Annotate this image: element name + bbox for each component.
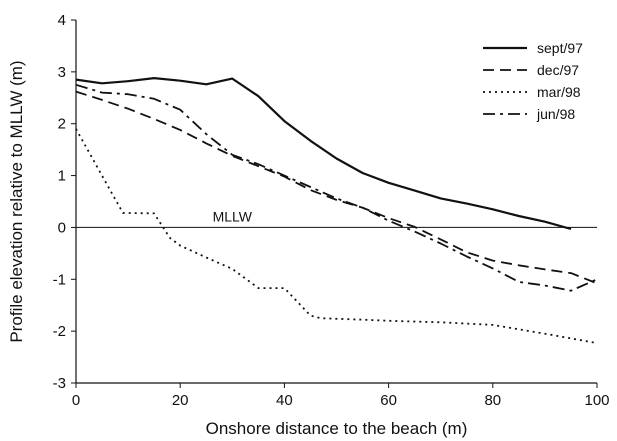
y-tick-label: 0 — [58, 219, 66, 236]
plot-area — [75, 76, 598, 344]
x-tick-label: 60 — [380, 392, 397, 409]
mllw-annotation: MLLW — [213, 208, 253, 224]
y-tick-label: 1 — [58, 168, 66, 185]
series-line-mar-98 — [75, 128, 598, 344]
legend-label: jun/98 — [536, 106, 575, 122]
y-tick-label: 4 — [58, 12, 66, 29]
x-tick-label: 40 — [276, 392, 293, 409]
x-axis-title: Onshore distance to the beach (m) — [206, 419, 468, 438]
y-tick-label: -1 — [53, 271, 66, 288]
legend: sept/97 dec/97 mar/98 jun/98 — [483, 40, 583, 122]
x-tick-label: 80 — [484, 392, 501, 409]
series-line-sept-97 — [75, 76, 572, 231]
y-tick-label: 3 — [58, 64, 66, 81]
series-line-dec-97 — [75, 90, 598, 285]
y-tick-label: -3 — [53, 375, 66, 392]
y-axis-title: Profile elevation relative to MLLW (m) — [7, 60, 26, 342]
legend-label: dec/97 — [537, 62, 579, 78]
legend-label: mar/98 — [537, 84, 581, 100]
y-tick-label: -2 — [53, 323, 66, 340]
series-line-jun-98 — [75, 83, 598, 292]
legend-label: sept/97 — [537, 40, 583, 56]
x-tick-label: 0 — [72, 392, 80, 409]
x-tick-label: 20 — [172, 392, 189, 409]
y-tick-label: 2 — [58, 116, 66, 133]
x-tick-label: 100 — [584, 392, 609, 409]
